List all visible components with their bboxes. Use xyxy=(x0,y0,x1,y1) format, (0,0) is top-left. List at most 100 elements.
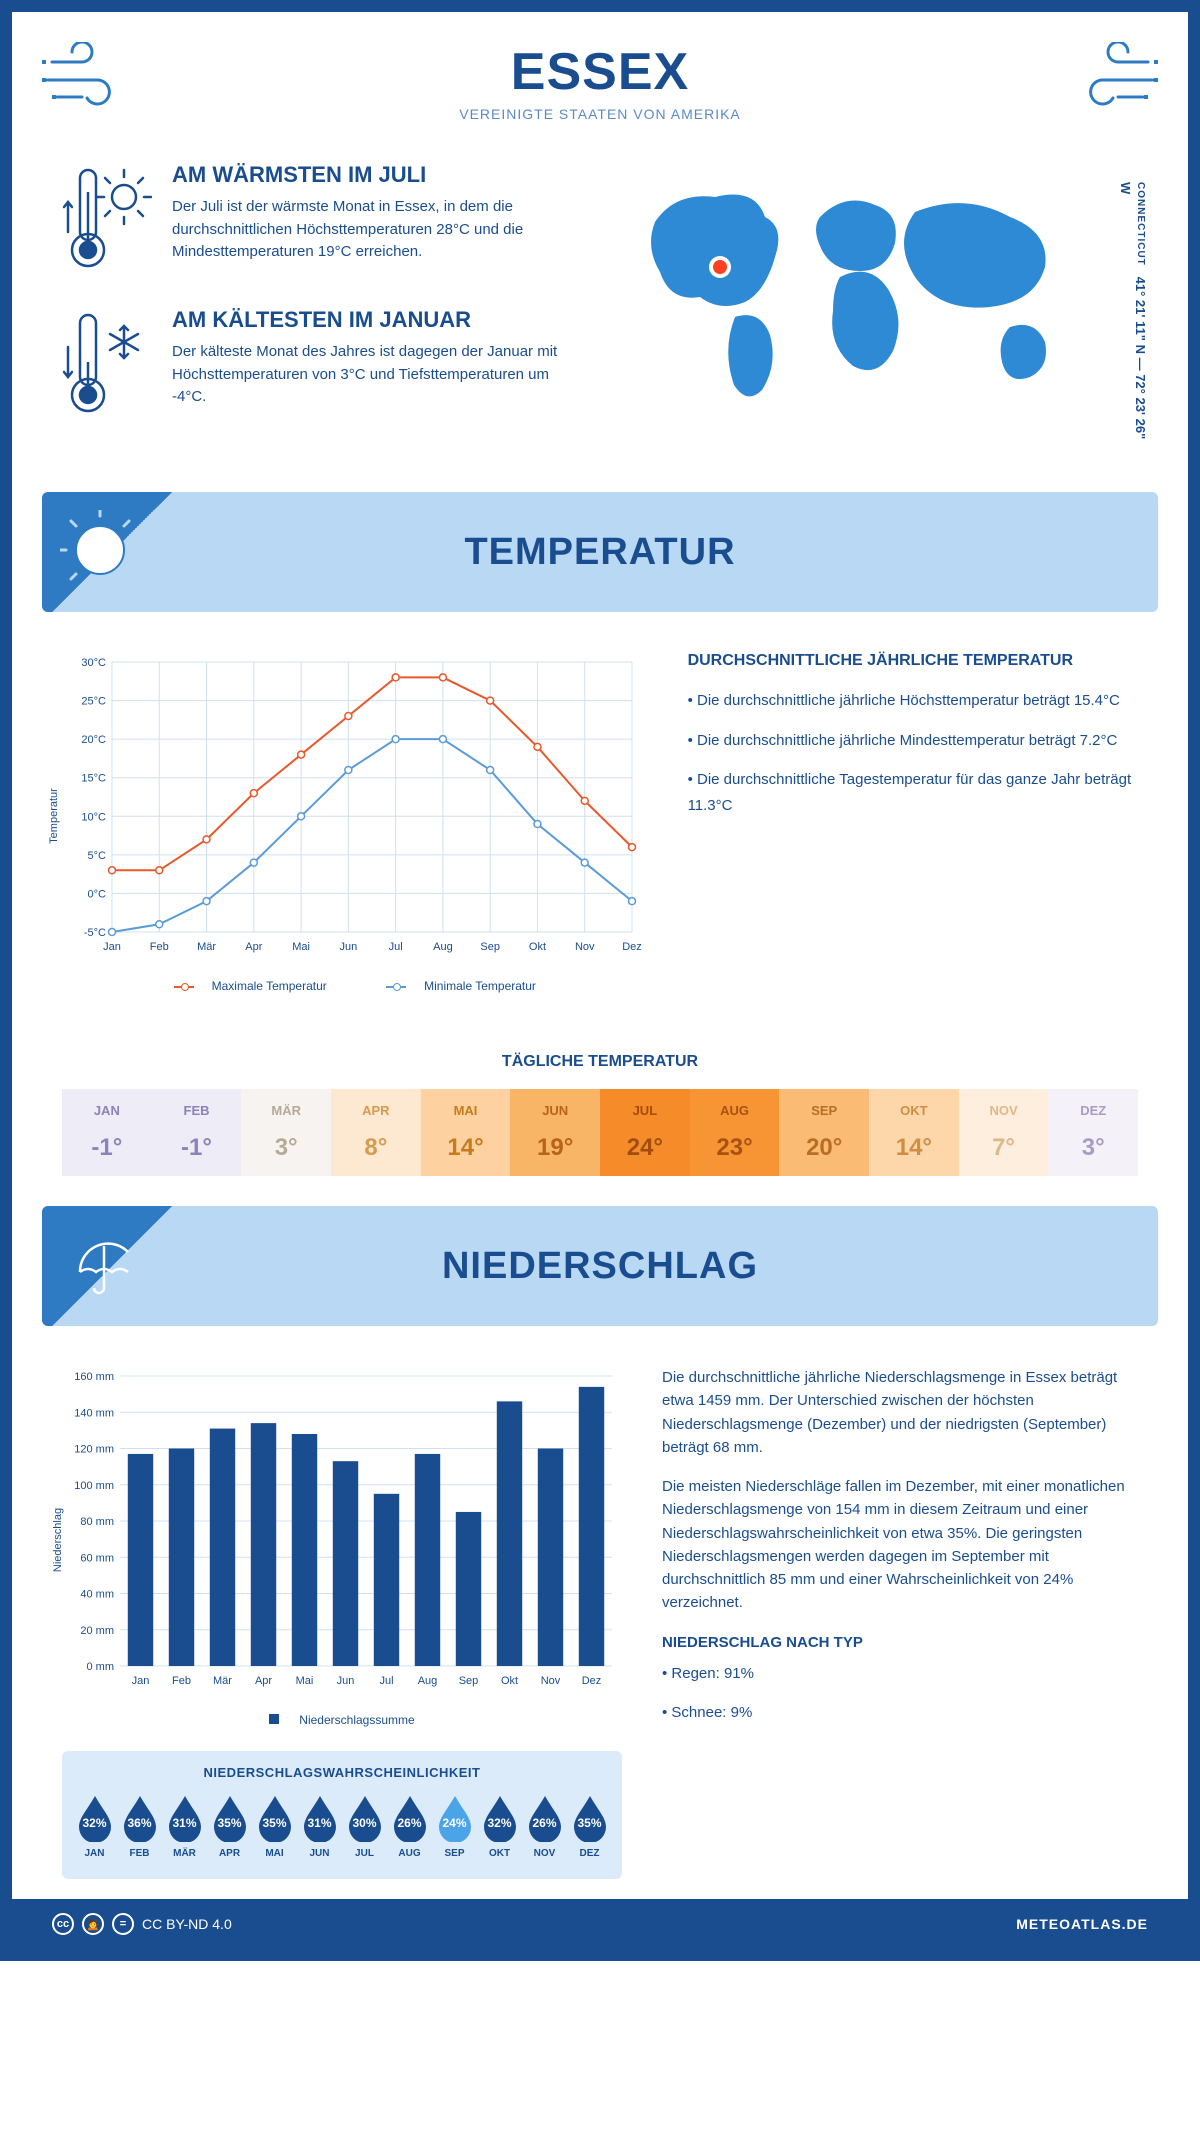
svg-text:160 mm: 160 mm xyxy=(74,1371,114,1383)
temp-bullet: • Die durchschnittliche jährliche Mindes… xyxy=(688,728,1138,754)
svg-text:60 mm: 60 mm xyxy=(80,1552,114,1564)
svg-text:Jun: Jun xyxy=(337,1675,355,1687)
daily-cell: NOV7° xyxy=(959,1089,1049,1176)
warm-fact: AM WÄRMSTEN IM JULI Der Juli ist der wär… xyxy=(62,162,585,277)
precip-para: Die durchschnittliche jährliche Niedersc… xyxy=(662,1366,1138,1459)
daily-temp-title: TÄGLICHE TEMPERATUR xyxy=(12,1053,1188,1071)
prob-drop: 26%NOV xyxy=(525,1794,565,1859)
svg-text:5°C: 5°C xyxy=(88,850,107,862)
daily-cell: APR8° xyxy=(331,1089,421,1176)
daily-cell: JUL24° xyxy=(600,1089,690,1176)
svg-text:Jul: Jul xyxy=(379,1675,393,1687)
svg-text:Nov: Nov xyxy=(541,1675,561,1687)
daily-cell: MÄR3° xyxy=(241,1089,331,1176)
precip-legend: Niederschlagssumme xyxy=(62,1713,622,1727)
svg-text:Okt: Okt xyxy=(529,941,546,953)
svg-text:Jun: Jun xyxy=(339,941,357,953)
svg-text:140 mm: 140 mm xyxy=(74,1407,114,1419)
footer: cc 🙍 = CC BY-ND 4.0 METEOATLAS.DE xyxy=(12,1899,1188,1949)
nd-icon: = xyxy=(112,1913,134,1935)
warm-title: AM WÄRMSTEN IM JULI xyxy=(172,162,585,188)
svg-text:0 mm: 0 mm xyxy=(87,1661,115,1673)
svg-text:40 mm: 40 mm xyxy=(80,1589,114,1601)
precip-title: NIEDERSCHLAG xyxy=(442,1245,758,1288)
svg-text:Jan: Jan xyxy=(132,1675,150,1687)
svg-text:0°C: 0°C xyxy=(88,888,107,900)
svg-text:Mär: Mär xyxy=(197,941,216,953)
temp-title: TEMPERATUR xyxy=(464,531,735,574)
prob-title: NIEDERSCHLAGSWAHRSCHEINLICHKEIT xyxy=(72,1765,612,1780)
svg-text:20 mm: 20 mm xyxy=(80,1625,114,1637)
probability-box: NIEDERSCHLAGSWAHRSCHEINLICHKEIT 32%JAN36… xyxy=(62,1751,622,1879)
temp-body: -5°C 0°C 5°C 10°C 15°C 20°C 25°C 30°C Jan Feb Mär A… xyxy=(12,622,1188,1023)
prob-drop: 35%APR xyxy=(210,1794,250,1859)
svg-text:-5°C: -5°C xyxy=(84,927,106,939)
prob-drop: 31%MÄR xyxy=(165,1794,205,1859)
daily-cell: JUN19° xyxy=(510,1089,600,1176)
precip-bar-chart: 0 mm 20 mm 40 mm 60 mm 80 mm 100 mm 120 mm 140 … xyxy=(62,1366,622,1701)
svg-text:80 mm: 80 mm xyxy=(80,1516,114,1528)
svg-text:25°C: 25°C xyxy=(81,696,106,708)
daily-cell: DEZ3° xyxy=(1048,1089,1138,1176)
site-name: METEOATLAS.DE xyxy=(1016,1916,1148,1932)
prob-drop: 24%SEP xyxy=(435,1794,475,1859)
header: ESSEX VEREINIGTE STAATEN VON AMERIKA xyxy=(12,12,1188,142)
svg-text:Feb: Feb xyxy=(150,941,169,953)
svg-text:Apr: Apr xyxy=(245,941,262,953)
svg-text:120 mm: 120 mm xyxy=(74,1444,114,1456)
svg-text:Apr: Apr xyxy=(255,1675,272,1687)
precip-type: • Schnee: 9% xyxy=(662,1701,1138,1724)
page-title: ESSEX xyxy=(32,42,1168,102)
cold-text: Der kälteste Monat des Jahres ist dagege… xyxy=(172,341,585,409)
daily-cell: AUG23° xyxy=(690,1089,780,1176)
svg-text:Aug: Aug xyxy=(433,941,453,953)
svg-text:15°C: 15°C xyxy=(81,773,106,785)
svg-text:30°C: 30°C xyxy=(81,657,106,669)
daily-cell: JAN-1° xyxy=(62,1089,152,1176)
infographic: ESSEX VEREINIGTE STAATEN VON AMERIKA AM … xyxy=(0,0,1200,1961)
cold-fact: AM KÄLTESTEN IM JANUAR Der kälteste Mona… xyxy=(62,307,585,422)
svg-text:Dez: Dez xyxy=(622,941,642,953)
daily-cell: MAI14° xyxy=(421,1089,511,1176)
thermometer-sun-icon xyxy=(62,162,152,277)
precip-body: 0 mm 20 mm 40 mm 60 mm 80 mm 100 mm 120 mm 140 … xyxy=(12,1336,1188,1899)
svg-text:Nov: Nov xyxy=(575,941,595,953)
daily-cell: OKT14° xyxy=(869,1089,959,1176)
prob-drop: 32%JAN xyxy=(75,1794,115,1859)
svg-text:Mai: Mai xyxy=(296,1675,314,1687)
temp-side-title: DURCHSCHNITTLICHE JÄHRLICHE TEMPERATUR xyxy=(688,652,1138,670)
svg-text:Mai: Mai xyxy=(292,941,310,953)
wind-icon xyxy=(42,42,142,117)
svg-text:10°C: 10°C xyxy=(81,811,106,823)
svg-text:Sep: Sep xyxy=(480,941,500,953)
svg-text:Jan: Jan xyxy=(103,941,121,953)
warm-text: Der Juli ist der wärmste Monat in Essex,… xyxy=(172,196,585,264)
license: cc 🙍 = CC BY-ND 4.0 xyxy=(52,1913,232,1935)
daily-cell: FEB-1° xyxy=(152,1089,242,1176)
precip-section-header: NIEDERSCHLAG xyxy=(42,1206,1158,1326)
world-map: CONNECTICUT 41° 21' 11" N — 72° 23' 26" … xyxy=(615,162,1138,452)
daily-temp-grid: JAN-1°FEB-1°MÄR3°APR8°MAI14°JUN19°JUL24°… xyxy=(62,1089,1138,1176)
intro-row: AM WÄRMSTEN IM JULI Der Juli ist der wär… xyxy=(12,142,1188,482)
svg-text:Okt: Okt xyxy=(501,1675,518,1687)
umbrella-icon xyxy=(60,1224,140,1309)
thermometer-snow-icon xyxy=(62,307,152,422)
precip-type: • Regen: 91% xyxy=(662,1662,1138,1685)
prob-drop: 35%MAI xyxy=(255,1794,295,1859)
svg-text:Sep: Sep xyxy=(459,1675,479,1687)
svg-text:20°C: 20°C xyxy=(81,734,106,746)
prob-drop: 26%AUG xyxy=(390,1794,430,1859)
sun-icon xyxy=(60,510,140,595)
prob-drop: 32%OKT xyxy=(480,1794,520,1859)
temp-bullet: • Die durchschnittliche jährliche Höchst… xyxy=(688,688,1138,714)
prob-drop: 30%JUL xyxy=(345,1794,385,1859)
svg-text:100 mm: 100 mm xyxy=(74,1480,114,1492)
cold-title: AM KÄLTESTEN IM JANUAR xyxy=(172,307,585,333)
precip-para: Die meisten Niederschläge fallen im Deze… xyxy=(662,1475,1138,1615)
coordinates: CONNECTICUT 41° 21' 11" N — 72° 23' 26" … xyxy=(1118,182,1148,452)
svg-text:Aug: Aug xyxy=(418,1675,438,1687)
svg-text:Dez: Dez xyxy=(582,1675,602,1687)
temp-legend: Maximale Temperatur Minimale Temperatur xyxy=(62,979,648,993)
temp-section-header: TEMPERATUR xyxy=(42,492,1158,612)
prob-drop: 36%FEB xyxy=(120,1794,160,1859)
